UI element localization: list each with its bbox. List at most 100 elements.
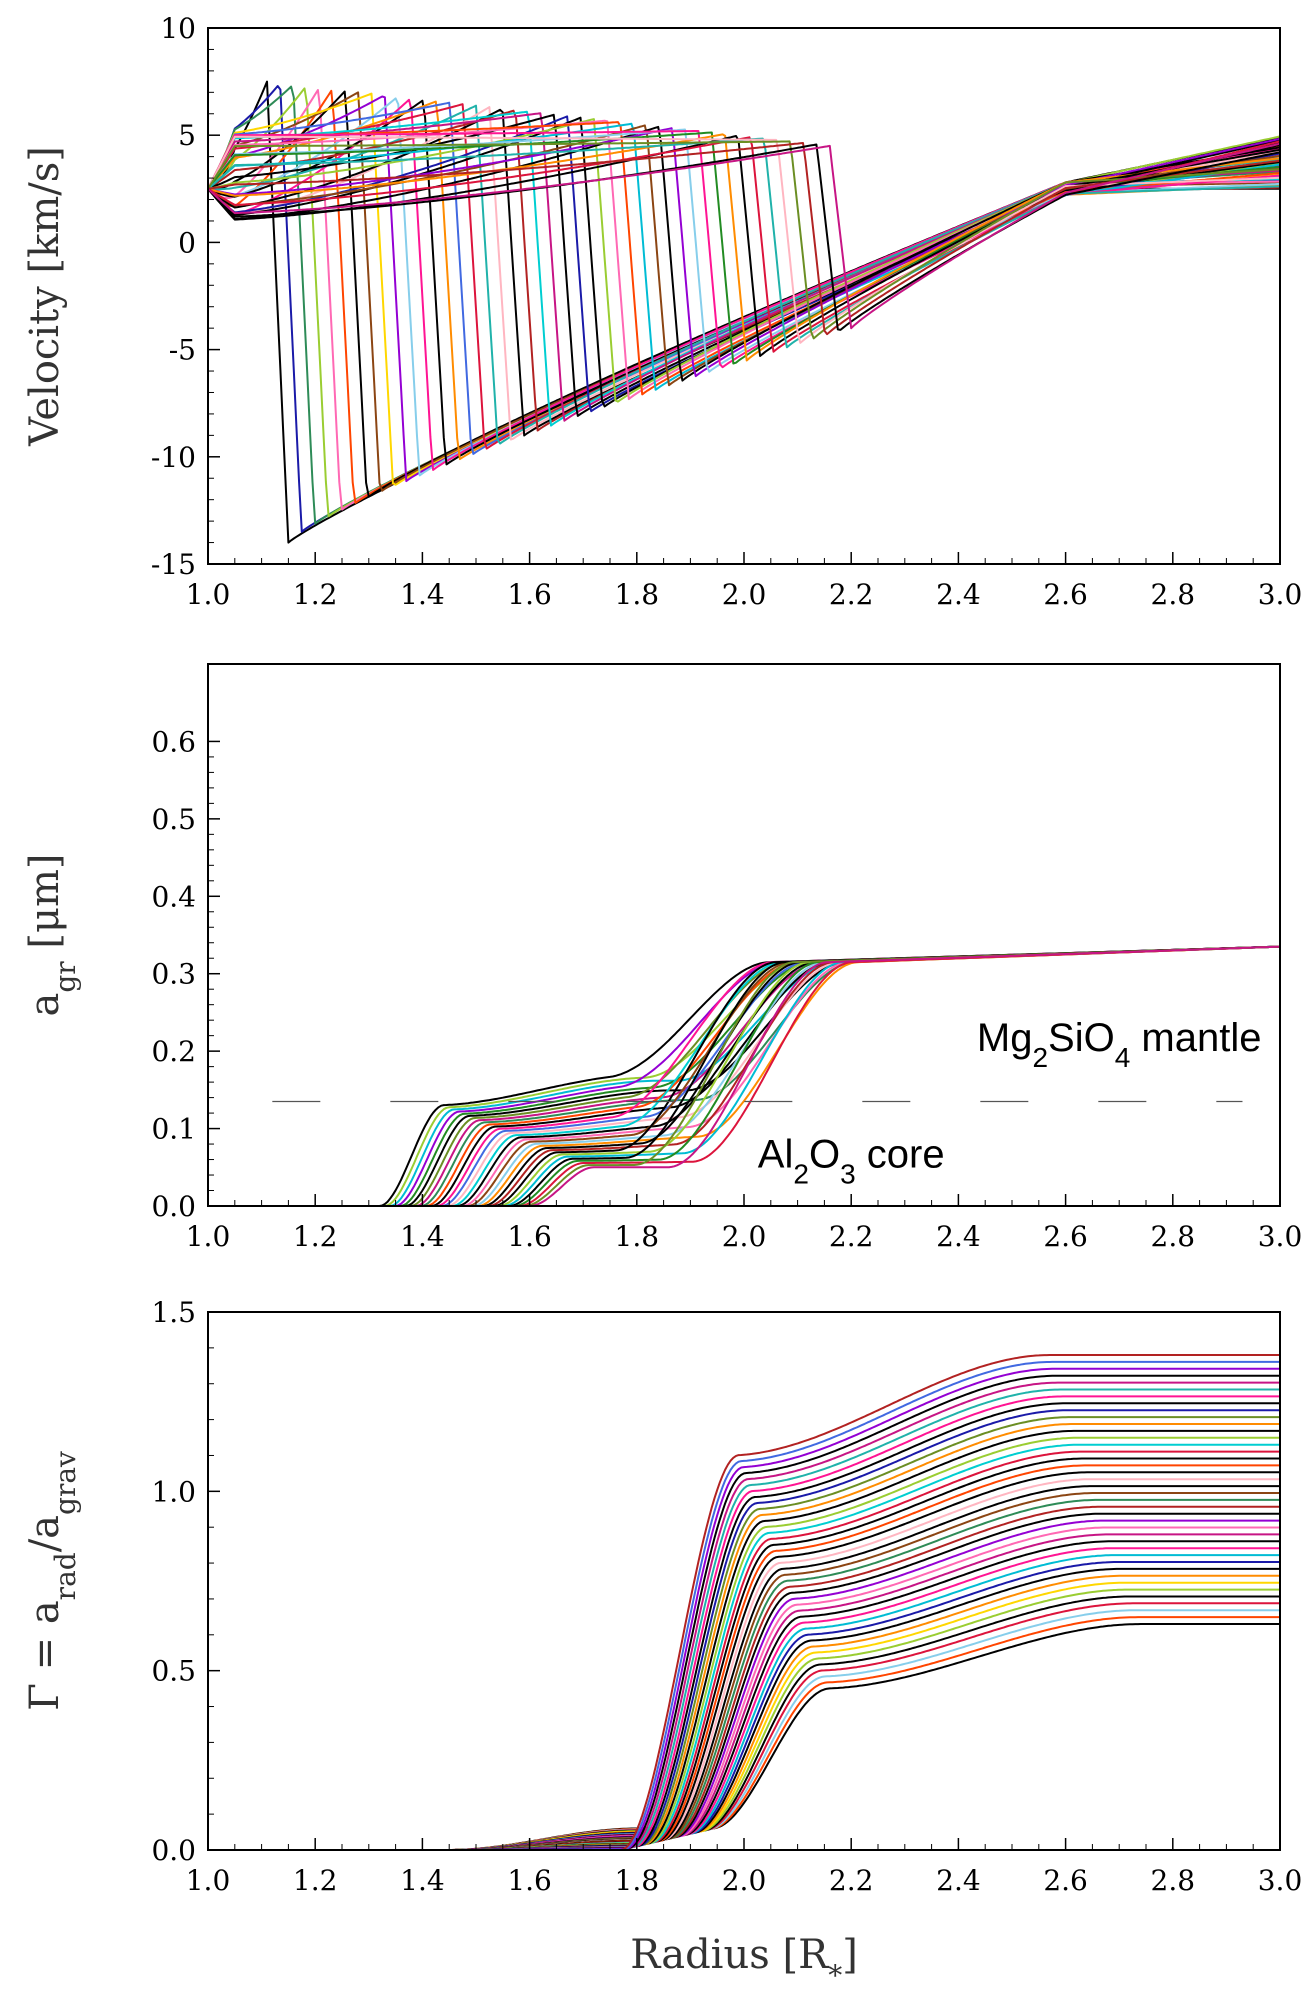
grain-radius-ticks: 1.0 1.2 1.4 1.6 1.8 2.0 2.2 2.4 2.6 2.8 3.0 0.0 0.1 0… xyxy=(151,725,1302,1253)
gamma-curve xyxy=(208,1554,1280,1850)
gamma-curve xyxy=(208,1354,1280,1850)
gamma-curve xyxy=(208,1485,1280,1850)
mantle-annotation: Mg2SiO4 mantle xyxy=(977,1016,1262,1073)
gamma-curve xyxy=(208,1547,1280,1850)
y-tick-label: 0.1 xyxy=(151,1113,196,1146)
gamma-curve xyxy=(208,1450,1280,1850)
gamma-curve xyxy=(208,1471,1280,1850)
y-tick-label: -10 xyxy=(151,441,196,474)
x-tick-label: 2.0 xyxy=(722,578,767,611)
gamma-curve xyxy=(208,1512,1280,1850)
x-tick-label: 1.4 xyxy=(400,1864,445,1897)
velocity-curve xyxy=(208,85,1280,533)
x-tick-label: 1.8 xyxy=(615,1220,660,1253)
y-tick-label: 10 xyxy=(160,12,196,45)
gamma-curve xyxy=(208,1457,1280,1850)
x-tick-label: 1.0 xyxy=(186,1864,231,1897)
y-tick-label: 0.5 xyxy=(151,1655,196,1688)
y-tick-label: 0.2 xyxy=(151,1035,196,1068)
y-tick-label: 0.3 xyxy=(151,958,196,991)
gamma-curve xyxy=(208,1588,1280,1850)
x-tick-label: 3.0 xyxy=(1258,1220,1303,1253)
x-tick-label: 1.4 xyxy=(400,578,445,611)
x-tick-label: 2.4 xyxy=(936,1864,981,1897)
x-tick-label: 1.8 xyxy=(615,578,660,611)
grain-radius-curve xyxy=(208,945,1280,1206)
gamma-curve xyxy=(208,1423,1280,1850)
x-tick-label: 2.6 xyxy=(1043,1220,1088,1253)
gamma-curve xyxy=(208,1505,1280,1850)
x-tick-label: 1.8 xyxy=(615,1864,660,1897)
velocity-curve xyxy=(208,142,1280,330)
velocity-curve xyxy=(208,87,1280,518)
x-tick-label: 2.8 xyxy=(1151,578,1196,611)
x-tick-label: 2.0 xyxy=(722,1864,767,1897)
y-tick-label: 0.0 xyxy=(151,1190,196,1223)
gamma-curve xyxy=(208,1402,1280,1850)
y-tick-label: 0.4 xyxy=(151,880,196,913)
gamma-curve xyxy=(208,1526,1280,1850)
grain-radius-plot-frame xyxy=(207,663,1281,1207)
gamma-curve xyxy=(208,1436,1280,1850)
gamma-ticks: 1.0 1.2 1.4 1.6 1.8 2.0 2.2 2.4 2.6 2.8 3.0 0.0 0.5 1… xyxy=(151,1296,1302,1897)
gamma-curve xyxy=(208,1540,1280,1850)
gamma-curve xyxy=(208,1429,1280,1850)
velocity-curves xyxy=(208,80,1280,544)
gamma-curve xyxy=(208,1478,1280,1850)
gamma-curves xyxy=(208,1354,1280,1850)
x-tick-label: 1.2 xyxy=(293,1220,338,1253)
velocity-panel: 1.0 1.2 1.4 1.6 1.8 2.0 2.2 2.4 2.6 2.8 3.0 -15 -10 -… xyxy=(22,12,1302,611)
gamma-curve xyxy=(208,1367,1280,1850)
x-tick-label: 1.2 xyxy=(293,1864,338,1897)
gamma-curve xyxy=(208,1416,1280,1850)
gamma-curve xyxy=(208,1360,1280,1850)
y-tick-label: 0.0 xyxy=(151,1834,196,1867)
y-tick-label: -5 xyxy=(169,334,196,367)
x-tick-label: 2.8 xyxy=(1151,1864,1196,1897)
velocity-curve xyxy=(208,135,1280,344)
gamma-curve xyxy=(208,1616,1280,1850)
x-tick-label: 2.0 xyxy=(722,1220,767,1253)
grain-radius-curves xyxy=(208,945,1280,1206)
velocity-curve xyxy=(208,143,1280,331)
gamma-curve xyxy=(208,1498,1280,1850)
gamma-curve xyxy=(208,1602,1280,1850)
radius-x-axis-label: Radius [R*] xyxy=(630,1932,858,1992)
grain-radius-y-axis-label: agr [μm] xyxy=(22,853,82,1016)
x-tick-label: 1.2 xyxy=(293,578,338,611)
core-annotation: Al2O3 core xyxy=(758,1132,945,1189)
gamma-curve xyxy=(208,1374,1280,1850)
x-tick-label: 2.4 xyxy=(936,1220,981,1253)
y-tick-label: -15 xyxy=(151,548,196,581)
grain-radius-curve xyxy=(208,945,1280,1206)
gamma-curve xyxy=(208,1581,1280,1850)
gamma-curve xyxy=(208,1409,1280,1850)
x-tick-label: 1.0 xyxy=(186,1220,231,1253)
velocity-curve xyxy=(208,140,1280,340)
x-tick-label: 1.6 xyxy=(507,1220,552,1253)
gamma-curve xyxy=(208,1395,1280,1850)
gamma-curve xyxy=(208,1388,1280,1850)
gamma-panel: 1.0 1.2 1.4 1.6 1.8 2.0 2.2 2.4 2.6 2.8 3.0 0.0 0.5 1… xyxy=(22,1296,1302,1992)
gamma-curve xyxy=(208,1464,1280,1850)
x-tick-label: 2.2 xyxy=(829,1864,874,1897)
gamma-curve xyxy=(208,1533,1280,1850)
gamma-curve xyxy=(208,1561,1280,1850)
x-tick-label: 3.0 xyxy=(1258,578,1303,611)
y-tick-label: 0.5 xyxy=(151,803,196,836)
gamma-curve xyxy=(208,1574,1280,1850)
gamma-curve xyxy=(208,1381,1280,1850)
x-tick-label: 1.4 xyxy=(400,1220,445,1253)
grain-radius-panel: 1.0 1.2 1.4 1.6 1.8 2.0 2.2 2.4 2.6 2.8 3.0 0.0 0.1 0… xyxy=(22,663,1302,1253)
x-tick-label: 2.4 xyxy=(936,578,981,611)
y-tick-label: 1.5 xyxy=(151,1296,196,1329)
x-tick-label: 1.6 xyxy=(507,1864,552,1897)
velocity-curve xyxy=(208,133,1280,362)
gamma-curve xyxy=(208,1609,1280,1850)
x-tick-label: 2.2 xyxy=(829,578,874,611)
velocity-y-axis-label: Velocity [km/s] xyxy=(22,146,68,447)
x-tick-label: 2.2 xyxy=(829,1220,874,1253)
gamma-curve xyxy=(208,1567,1280,1850)
gamma-curve xyxy=(208,1492,1280,1850)
gamma-y-axis-label: Γ = arad/agrav xyxy=(22,1451,82,1711)
